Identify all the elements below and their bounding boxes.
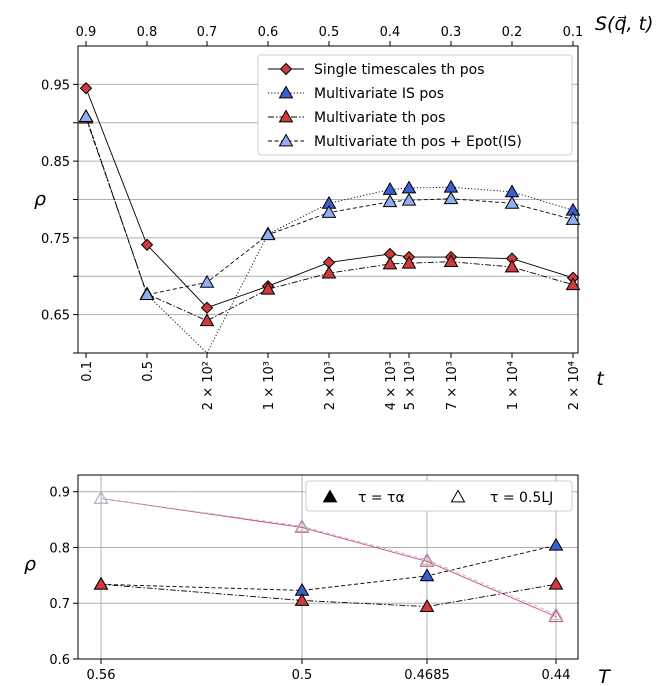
series-line	[85, 88, 574, 309]
x-tick-label: 2 × 10²	[201, 361, 216, 410]
top-axis-label: S(q⃗, t)	[595, 13, 653, 35]
x-tick-label: 0.4685	[404, 668, 450, 683]
legend-label: Multivariate IS pos	[314, 86, 444, 102]
top-tick-label: 0.1	[563, 25, 584, 40]
top-tick-label: 0.5	[319, 25, 340, 40]
x-tick-label: 5 × 10³	[403, 361, 418, 410]
data-point-diamond	[200, 301, 214, 314]
top-tick-label: 0.3	[441, 25, 462, 40]
y-tick-label: 0.7	[49, 597, 70, 612]
x-tick-label: 1 × 10³	[262, 361, 277, 410]
x-tick-label: 4 × 10³	[384, 361, 399, 410]
data-point-triangle	[321, 265, 337, 279]
data-point-triangle-open	[294, 518, 310, 532]
x-tick-label: 7 × 10³	[445, 361, 460, 410]
series-line	[100, 544, 557, 591]
data-point-triangle	[294, 592, 310, 606]
series-line	[85, 116, 574, 296]
x-axis-label: T	[598, 666, 611, 686]
series-line	[100, 497, 557, 615]
y-tick-label: 0.85	[41, 155, 70, 170]
data-point-triangle	[139, 287, 155, 301]
x-axis-label: t	[596, 368, 605, 390]
data-point-triangle	[401, 180, 417, 194]
y-tick-label: 0.9	[49, 486, 70, 501]
y-tick-label: 0.65	[41, 309, 70, 324]
top-tick-label: 0.7	[197, 25, 218, 40]
x-tick-label: 1 × 10⁴	[506, 361, 521, 410]
data-point-triangle-open	[419, 552, 435, 566]
data-point-triangle-open	[548, 609, 564, 622]
x-tick-label: 2 × 10³	[323, 361, 338, 410]
legend-label: Single timescales th pos	[314, 62, 485, 78]
y-tick-label: 0.75	[41, 232, 70, 247]
legend-marker	[279, 62, 293, 76]
data-point-triangle	[199, 313, 215, 327]
series-line	[100, 497, 557, 618]
series-line	[85, 117, 574, 322]
data-point-triangle	[443, 179, 459, 193]
x-tick-label: 0.5	[141, 361, 156, 382]
y-tick-label: 0.8	[49, 541, 70, 556]
series-line	[85, 116, 574, 354]
data-point-triangle	[419, 599, 435, 612]
x-tick-label: 0.44	[542, 668, 571, 683]
legend-box	[257, 54, 573, 156]
data-point-triangle	[382, 256, 398, 270]
top-tick-label: 0.2	[502, 25, 523, 40]
legend-label: τ = 0.5LJ	[490, 490, 553, 506]
x-tick-label: 2 × 10⁴	[567, 361, 582, 410]
data-point-triangle	[419, 568, 435, 582]
legend-marker	[450, 489, 466, 503]
data-point-triangle-open	[93, 490, 109, 504]
data-point-triangle	[548, 576, 564, 590]
x-tick-label: 0.56	[87, 668, 116, 683]
x-tick-label: 0.1	[80, 361, 95, 382]
legend-marker	[278, 109, 294, 123]
data-point-triangle	[504, 195, 520, 209]
data-point-triangle	[321, 205, 337, 218]
data-point-triangle-open	[294, 519, 310, 533]
series-line	[100, 583, 557, 608]
legend-box	[305, 480, 573, 512]
legend-label: Multivariate th pos	[314, 110, 445, 126]
data-point-triangle	[260, 227, 276, 241]
y-tick-label: 0.6	[49, 653, 70, 668]
data-point-triangle	[78, 109, 94, 122]
legend-marker	[322, 489, 338, 503]
legend-label: τ = τα	[358, 490, 405, 506]
data-point-triangle	[548, 537, 564, 551]
data-point-triangle	[504, 184, 520, 198]
y-axis-label: ρ	[34, 188, 46, 210]
top-tick-label: 0.8	[137, 25, 158, 40]
data-point-triangle	[93, 576, 109, 590]
data-point-triangle	[443, 191, 459, 205]
data-point-triangle	[565, 277, 581, 291]
legend-label: Multivariate th pos + Epot(IS)	[314, 134, 522, 150]
plot-frame-bottom	[77, 474, 579, 660]
data-point-diamond	[79, 82, 93, 95]
data-point-diamond	[140, 238, 154, 251]
data-point-triangle	[565, 211, 581, 225]
legend-marker	[278, 85, 294, 99]
top-tick-label: 0.6	[258, 25, 279, 40]
y-tick-label: 0.95	[41, 78, 70, 93]
top-tick-label: 0.4	[380, 25, 401, 40]
data-point-triangle	[260, 281, 276, 295]
data-point-triangle	[504, 259, 520, 273]
data-point-triangle	[199, 274, 215, 288]
data-point-triangle	[401, 192, 417, 206]
data-point-triangle-open	[419, 553, 435, 567]
x-tick-label: 0.5	[292, 668, 313, 683]
data-point-triangle	[401, 255, 417, 269]
top-tick-label: 0.9	[76, 25, 97, 40]
data-point-triangle	[382, 194, 398, 208]
data-point-triangle-open	[548, 606, 564, 620]
data-point-triangle	[443, 254, 459, 268]
legend-marker	[278, 133, 294, 147]
y-axis-label: ρ	[24, 553, 36, 575]
